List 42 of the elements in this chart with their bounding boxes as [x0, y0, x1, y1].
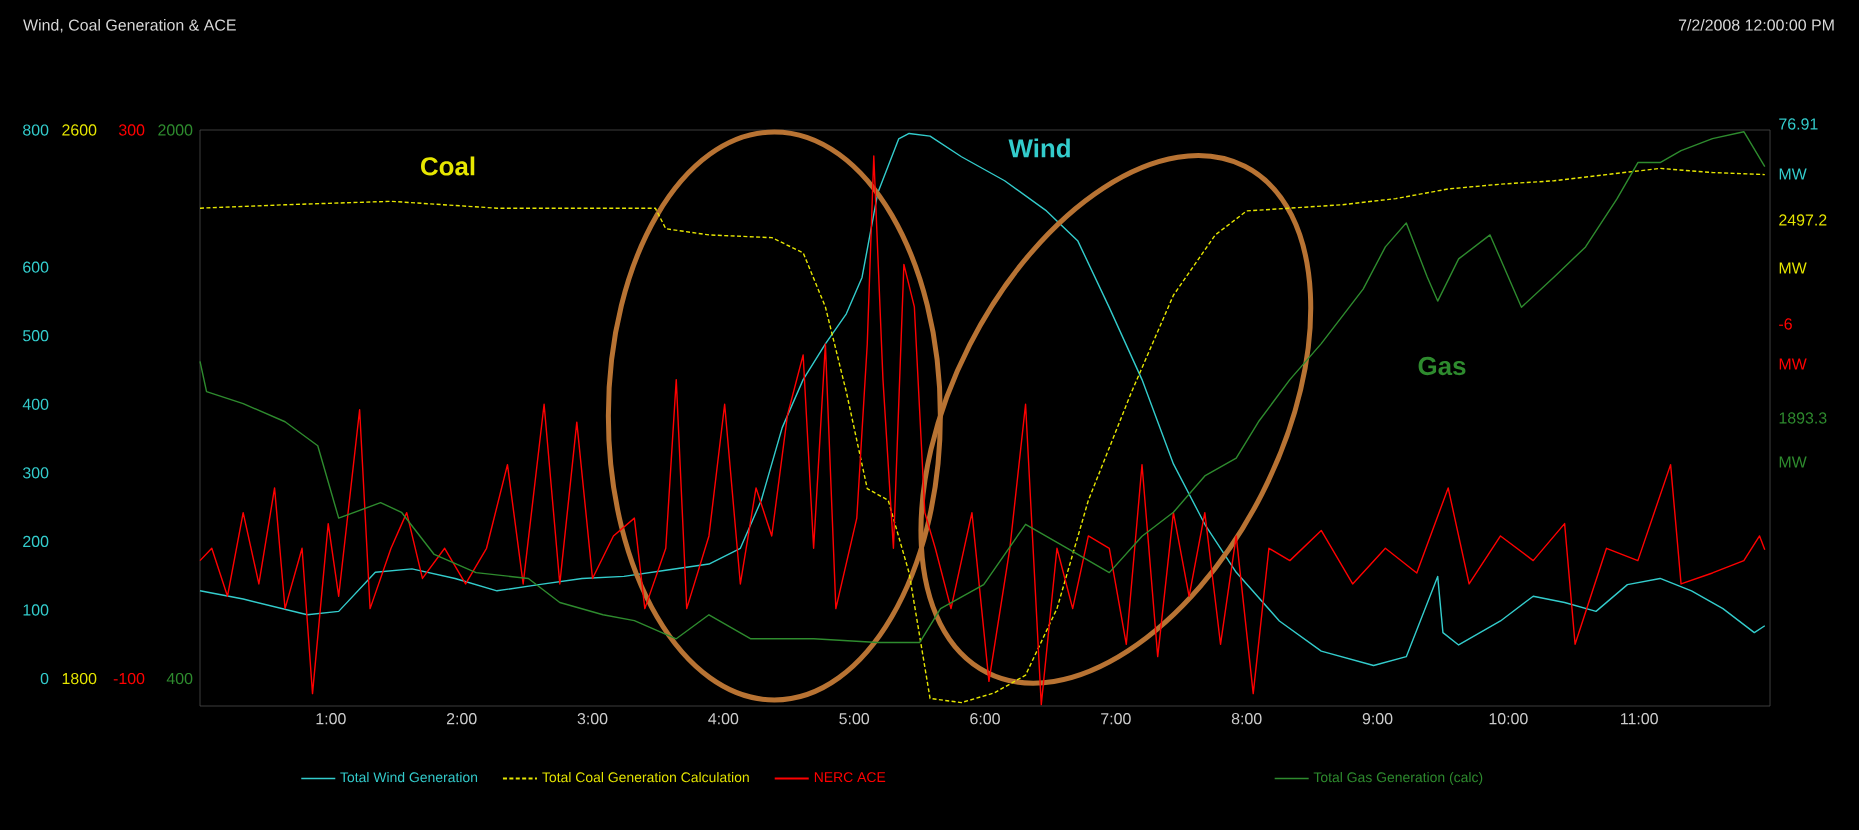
y3-tick-label: 300: [118, 124, 145, 136]
y-tick-label: 800: [23, 124, 49, 136]
chart-subtitle: 7/2/2008 12:00:00 PM: [1678, 19, 1834, 31]
x-tick-label: 8:00: [1231, 713, 1262, 725]
x-tick-label: 5:00: [839, 713, 870, 725]
text: MW: [1779, 456, 1807, 468]
x-tick-label: 3:00: [577, 713, 608, 725]
x-tick-label: 2:00: [446, 713, 477, 725]
text: 2497.2: [1779, 214, 1827, 226]
legend-label: Total Gas Generation (calc): [1313, 771, 1483, 785]
annotation: Wind: [1008, 138, 1070, 158]
y-tick-label: 600: [23, 261, 49, 273]
x-tick-label: 6:00: [970, 713, 1000, 725]
text: MW: [1779, 168, 1807, 180]
y-tick-label: 400: [22, 398, 49, 410]
text: MW: [1779, 358, 1807, 370]
y-tick-label: 200: [23, 535, 49, 548]
y-tick-label: 400: [166, 672, 193, 685]
text: -6: [1779, 318, 1792, 330]
y-tick-label: 300: [22, 467, 49, 479]
y3-tick-label: -100: [113, 672, 145, 685]
legend-label: Total Coal Generation Calculation: [542, 771, 749, 783]
x-tick-label: 10:00: [1489, 713, 1528, 725]
x-tick-label: 9:00: [1362, 713, 1393, 725]
x-tick-label: 7:00: [1101, 713, 1131, 725]
x-tick-label: 4:00: [708, 713, 739, 725]
y-tick-label: 0: [40, 672, 49, 685]
legend-label: Total Wind Generation: [340, 771, 478, 783]
annotation: Coal: [421, 156, 475, 176]
chart-title: Wind, Coal Generation & ACE: [23, 19, 236, 33]
x-tick-label: 11:00: [1621, 713, 1658, 725]
y-tick-label: 2000: [158, 124, 193, 136]
text: 1893.3: [1779, 412, 1827, 424]
annotation: Gas: [1418, 356, 1466, 376]
text: 76.91: [1779, 118, 1818, 130]
y2-tick-label: 1800: [62, 672, 97, 685]
y-tick-label: 100: [23, 604, 49, 616]
y2-tick-label: 2600: [62, 124, 97, 136]
legend-label: NERC ACE: [814, 772, 886, 783]
x-tick-label: 1:00: [316, 713, 346, 725]
y-tick-label: 500: [22, 330, 49, 342]
text: MW: [1779, 262, 1807, 274]
